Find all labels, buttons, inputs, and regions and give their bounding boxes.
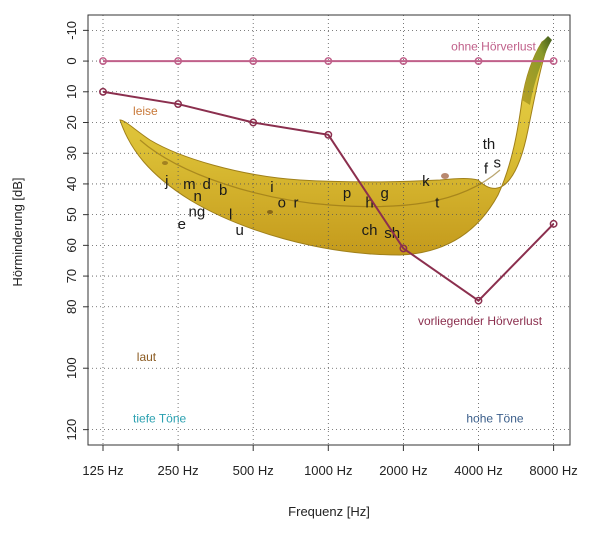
annotation-label: leise xyxy=(133,104,158,118)
data-point xyxy=(399,244,408,253)
series-line xyxy=(102,90,555,302)
series-label: ohne Hörverlust xyxy=(451,39,536,53)
phoneme-label: u xyxy=(236,222,244,239)
x-tick-label: 2000 Hz xyxy=(379,463,427,478)
y-tick-label: 80 xyxy=(64,300,79,314)
phoneme-label: t xyxy=(435,194,440,211)
y-tick-label: 50 xyxy=(64,207,79,221)
phoneme-label: n xyxy=(193,188,201,205)
x-tick-label: 250 Hz xyxy=(157,463,198,478)
annotations: leise laut tiefe Töne hohe Töne xyxy=(133,104,524,425)
x-tick-label: 125 Hz xyxy=(82,463,123,478)
phoneme-label: e xyxy=(178,216,186,233)
phoneme-label: j xyxy=(164,173,168,190)
x-axis-title: Frequenz [Hz] xyxy=(288,504,370,519)
phoneme-label: s xyxy=(494,154,502,171)
x-tick-label: 8000 Hz xyxy=(529,463,577,478)
phoneme-label: ng xyxy=(189,204,206,221)
y-tick-label: 10 xyxy=(64,85,79,99)
data-point xyxy=(549,219,558,228)
phoneme-label: l xyxy=(229,207,232,224)
phoneme-label: k xyxy=(422,173,430,190)
annotation-label: tiefe Töne xyxy=(133,411,186,425)
phoneme-label: g xyxy=(380,185,388,202)
x-tick-label: 500 Hz xyxy=(233,463,274,478)
data-point xyxy=(474,296,483,305)
y-tick-label: 120 xyxy=(64,419,79,441)
data-point xyxy=(249,118,258,127)
banana-image xyxy=(119,36,552,256)
series-labels: ohne Hörverlust vorliegender Hörverlust xyxy=(418,39,543,328)
y-tick-label: 70 xyxy=(64,269,79,283)
data-point xyxy=(174,57,183,66)
phoneme-label: p xyxy=(343,185,351,202)
annotation-label: laut xyxy=(137,350,157,364)
phoneme-label: ch xyxy=(362,222,378,239)
phoneme-label: b xyxy=(219,182,227,199)
phoneme-label: o xyxy=(278,194,286,211)
data-point xyxy=(249,57,258,66)
y-tick-label: 20 xyxy=(64,115,79,129)
x-tick-label: 4000 Hz xyxy=(454,463,502,478)
y-tick-label: 30 xyxy=(64,146,79,160)
phoneme-label: m xyxy=(183,176,196,193)
phoneme-label: i xyxy=(270,179,273,196)
y-axis: -10 0 10 20 30 40 50 60 70 80 100 120 xyxy=(64,21,88,441)
y-tick-label: 60 xyxy=(64,238,79,252)
phoneme-label: f xyxy=(484,161,489,178)
phoneme-label: th xyxy=(483,136,496,153)
y-tick-label: 40 xyxy=(64,177,79,191)
phoneme-label: d xyxy=(202,176,210,193)
plot-frame xyxy=(87,14,571,446)
data-point xyxy=(99,57,107,66)
data-point xyxy=(174,100,183,109)
data-point xyxy=(399,57,408,66)
phoneme-label: h xyxy=(365,194,373,211)
annotation-label: hohe Töne xyxy=(466,411,523,425)
data-series xyxy=(99,57,558,305)
y-tick-label: 100 xyxy=(64,357,79,379)
x-tick-label: 1000 Hz xyxy=(304,463,352,478)
series-label: vorliegender Hörverlust xyxy=(418,314,543,328)
data-point xyxy=(474,57,483,66)
y-tick-label: -10 xyxy=(64,21,79,40)
x-axis: 125 Hz 250 Hz 500 Hz 1000 Hz 2000 Hz 4000 Hz 8… xyxy=(82,445,578,478)
data-point xyxy=(549,57,558,66)
data-point xyxy=(99,87,107,96)
phoneme-label: r xyxy=(294,194,299,211)
data-point xyxy=(324,130,333,139)
data-point xyxy=(324,57,333,66)
y-tick-label: 0 xyxy=(64,57,79,64)
y-axis-title: Hörminderung [dB] xyxy=(10,177,25,286)
